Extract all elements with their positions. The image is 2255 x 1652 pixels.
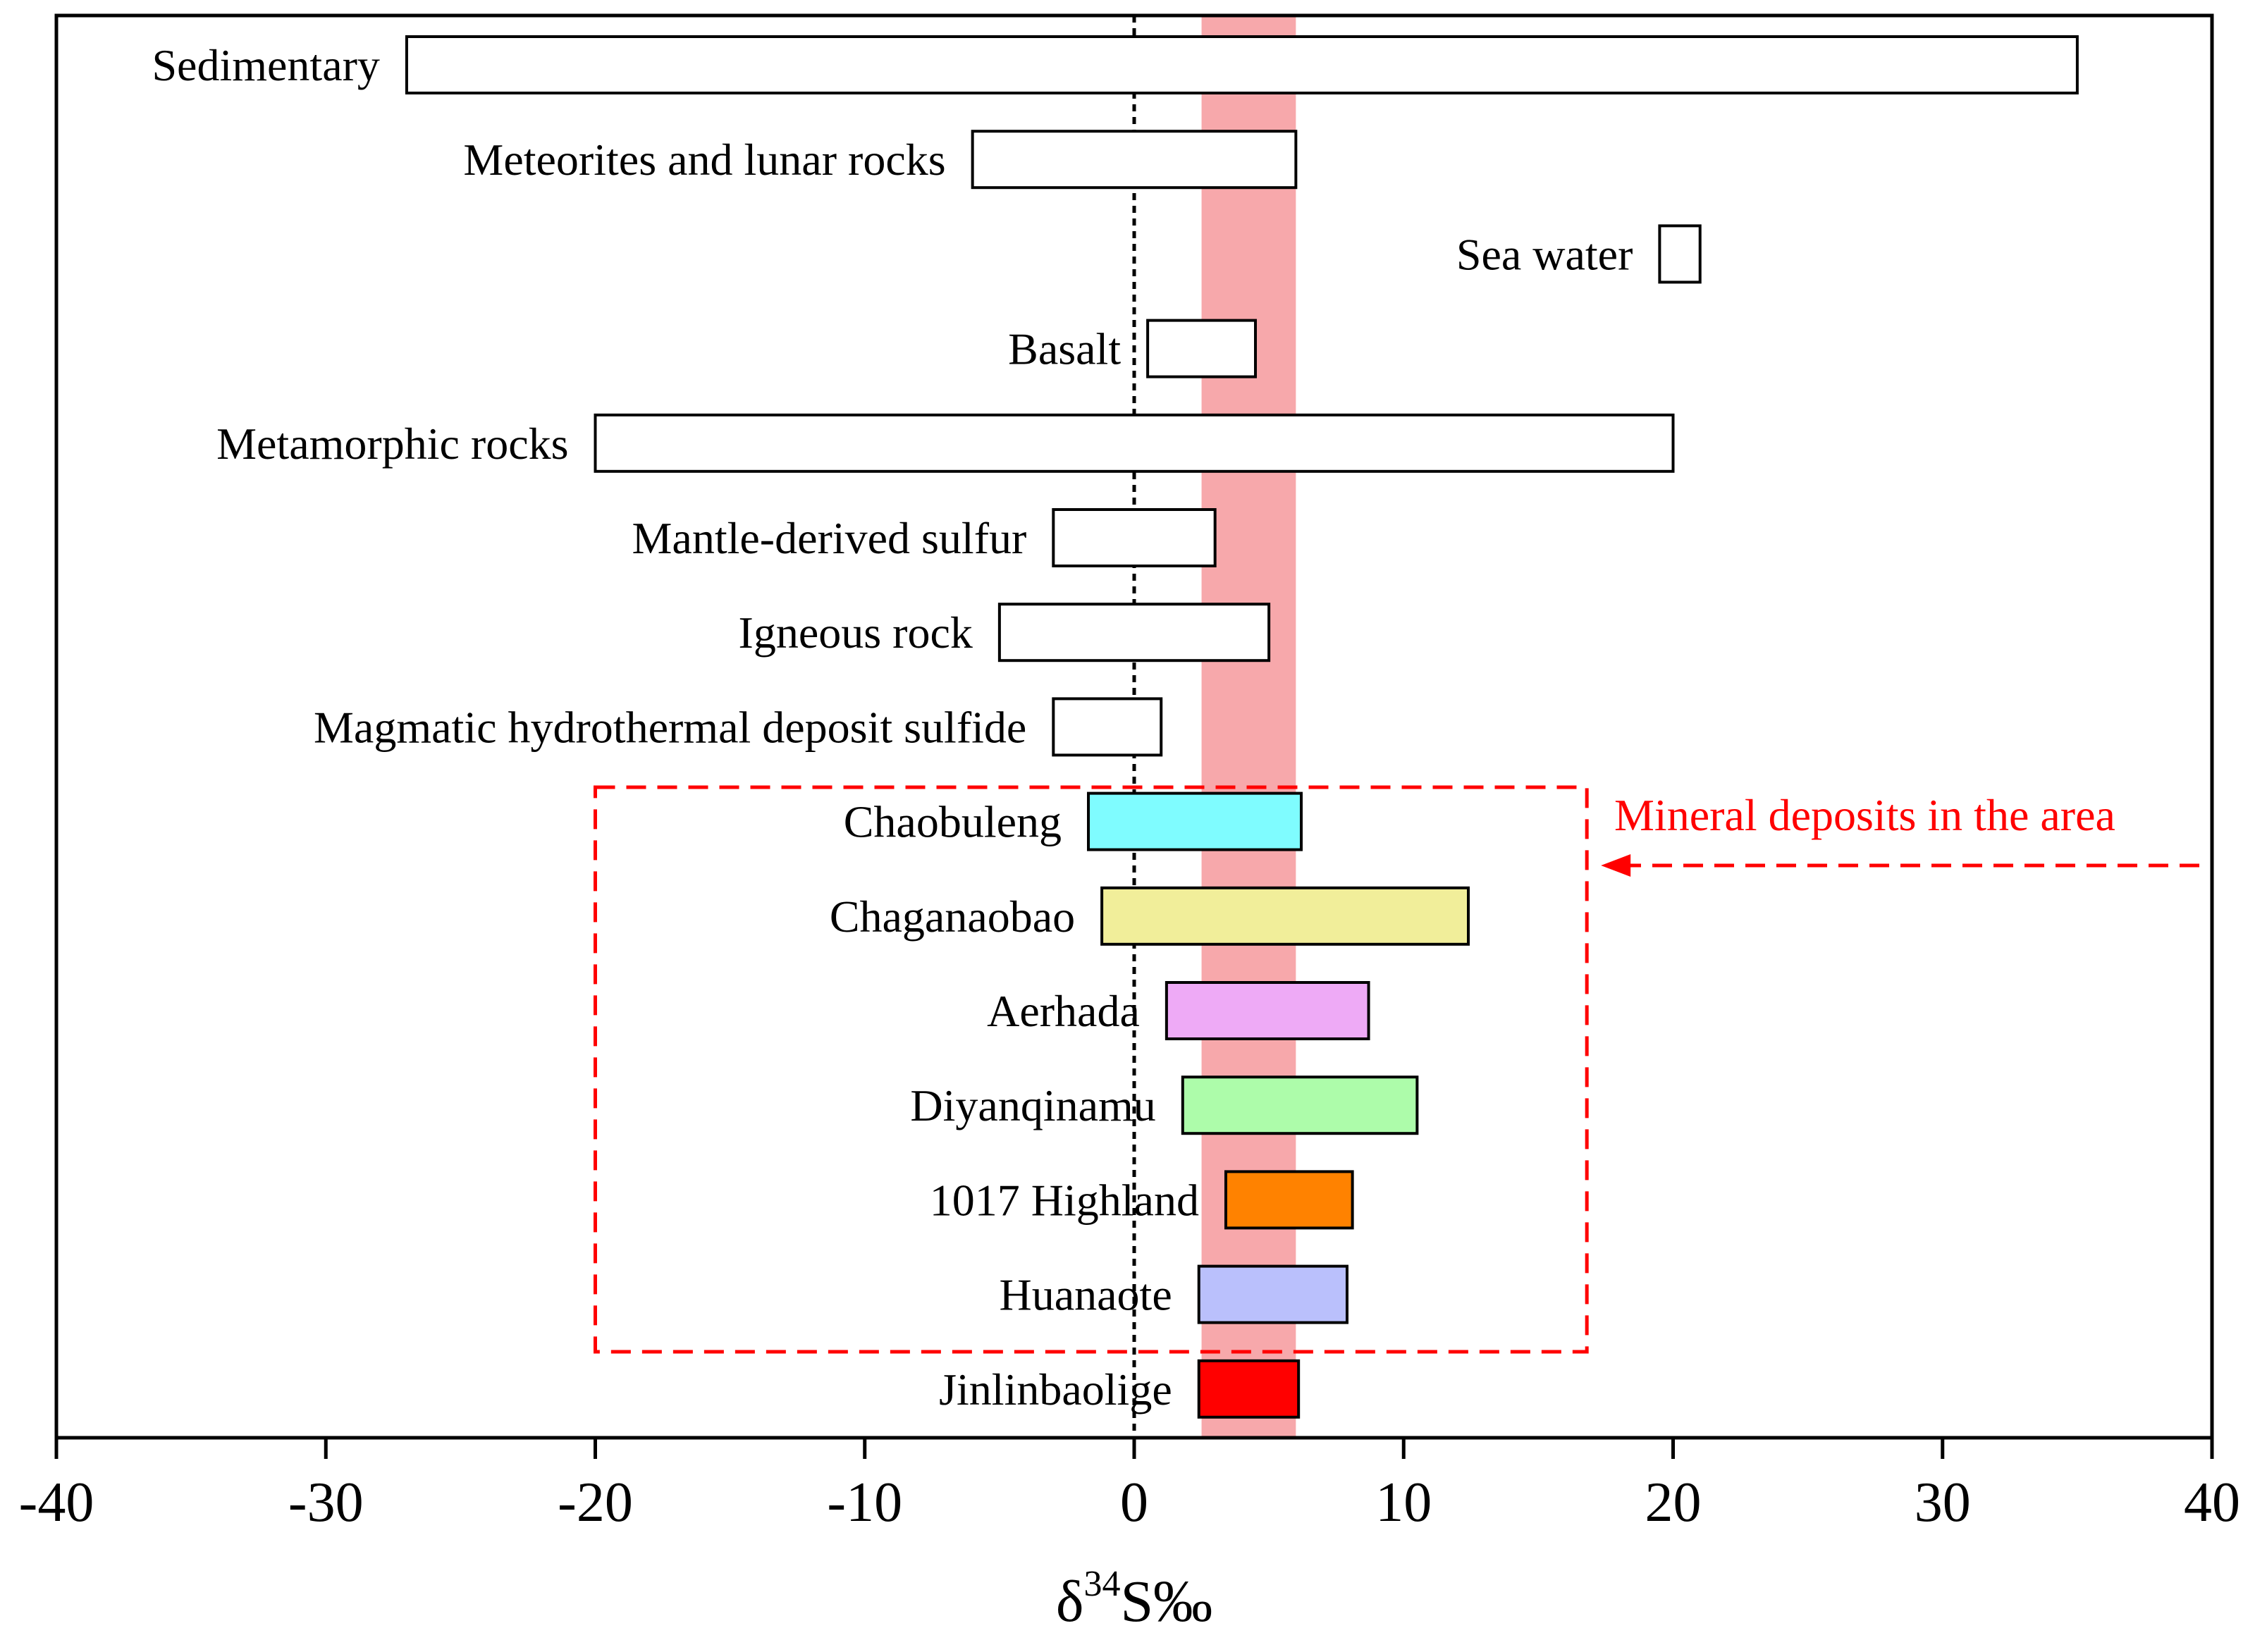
bar-label-chaganaobao: Chaganaobao [830, 892, 1075, 942]
x-tick-label: 30 [1915, 1472, 1971, 1534]
mineral-deposits-group: Mineral deposits in the area [594, 785, 2199, 1354]
x-tick-label: -40 [19, 1472, 94, 1534]
x-tick-label: 20 [1645, 1472, 1702, 1534]
bar-label-mantle-derived-sulfur: Mantle-derived sulfur [632, 513, 1027, 563]
bar-label-1017-highland: 1017 Highland [930, 1175, 1199, 1225]
bar-label-huanaote: Huanaote [1000, 1270, 1172, 1320]
bar-label-sedimentary: Sedimentary [152, 40, 379, 90]
group-box [594, 785, 1589, 1354]
bars-layer [405, 35, 2079, 1419]
bar-basalt [1146, 319, 1258, 378]
bar-label-igneous-rock: Igneous rock [739, 608, 973, 658]
x-axis-title-superscript: 34 [1083, 1564, 1120, 1604]
x-tick-label: -30 [288, 1472, 364, 1534]
x-axis-title: δ34S‰ [1056, 1564, 1212, 1634]
bar-metamorphic-rocks [594, 413, 1675, 473]
bar-sea-water [1658, 224, 1702, 284]
bar-igneous-rock [997, 603, 1271, 662]
bar-chaobuleng [1087, 791, 1303, 851]
bar-magmatic-hydrothermal-deposit-sulfide [1052, 697, 1163, 757]
annotation-arrowhead-icon [1601, 854, 1631, 877]
bar-meteorites-and-lunar-rocks [971, 130, 1298, 190]
x-tick-label: 0 [1120, 1472, 1148, 1534]
bar-label-magmatic-hydrothermal-deposit-sulfide: Magmatic hydrothermal deposit sulfide [314, 702, 1026, 752]
bar-label-metamorphic-rocks: Metamorphic rocks [216, 419, 568, 469]
bar-chaganaobao [1100, 886, 1470, 946]
bar-labels-layer: Sedimentary Meteorites and lunar rocks Sea… [152, 40, 1633, 1414]
bar-label-aerhada: Aerhada [987, 986, 1140, 1036]
bar-jinlinbaolige [1197, 1359, 1301, 1419]
bar-1017-highland [1224, 1170, 1354, 1230]
bar-label-chaobuleng: Chaobuleng [844, 797, 1062, 847]
bar-mantle-derived-sulfur [1052, 508, 1217, 567]
bar-label-jinlinbaolige: Jinlinbaolige [939, 1364, 1172, 1414]
x-axis-title-rest: S‰ [1120, 1569, 1212, 1634]
bar-sedimentary [405, 35, 2079, 94]
x-axis-title-delta: δ [1056, 1569, 1084, 1634]
x-tick-label: -20 [558, 1472, 633, 1534]
bar-huanaote [1197, 1264, 1348, 1324]
x-axis: -40 -30 -20 -10 0 10 20 30 40 [19, 1438, 2240, 1534]
x-tick-label: 10 [1375, 1472, 1432, 1534]
bar-aerhada [1165, 981, 1370, 1040]
x-tick-label: 40 [2184, 1472, 2240, 1534]
group-box-annotation: Mineral deposits in the area [1614, 790, 2115, 840]
bar-diyanqinamu [1181, 1075, 1419, 1135]
bar-label-sea-water: Sea water [1456, 229, 1633, 279]
bar-label-basalt: Basalt [1008, 324, 1121, 374]
bar-label-meteorites-and-lunar-rocks: Meteorites and lunar rocks [463, 135, 945, 185]
x-tick-label: -10 [827, 1472, 902, 1534]
bar-label-diyanqinamu: Diyanqinamu [910, 1080, 1155, 1130]
